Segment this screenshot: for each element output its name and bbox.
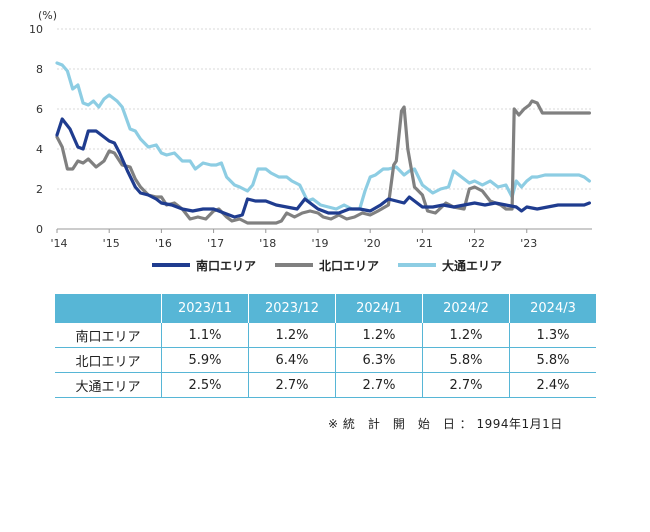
table-row: 北口エリア 5.9% 6.4% 6.3% 5.8% 5.8% bbox=[55, 347, 596, 373]
table-row-label: 大通エリア bbox=[55, 372, 162, 398]
table-cell: 6.3% bbox=[335, 347, 423, 373]
table-header-cell: 2024/3 bbox=[509, 294, 596, 323]
x-tick-label: '18 bbox=[259, 237, 276, 250]
table-cell: 1.2% bbox=[422, 323, 510, 348]
vacancy-rate-chart: 0 2 4 6 8 10 '14 '15 '16 '17 '18 '19 '20 '21 '22 '23 (… bbox=[29, 9, 592, 273]
x-tick-label: '21 bbox=[416, 237, 433, 250]
series-line bbox=[55, 61, 591, 211]
x-tick-label: '19 bbox=[311, 237, 328, 250]
table-cell: 1.2% bbox=[248, 323, 336, 348]
table-cell: 2.7% bbox=[248, 372, 336, 398]
x-tick-label: '22 bbox=[468, 237, 485, 250]
chart-grid bbox=[57, 28, 592, 230]
y-tick-label: 6 bbox=[36, 103, 43, 116]
footnote: ※ 統 計 開 始 日 ： 1994年1月1日 bbox=[328, 417, 563, 431]
table-cell: 2.7% bbox=[335, 372, 423, 398]
chart-legend: 南口エリア 北口エリア 大通エリア bbox=[152, 258, 502, 273]
table-header-cell: 2023/11 bbox=[161, 294, 249, 323]
x-tick-label: '14 bbox=[50, 237, 67, 250]
table-header-cell: 2023/12 bbox=[248, 294, 336, 323]
y-axis-unit: (%) bbox=[38, 9, 57, 22]
legend-label: 南口エリア bbox=[196, 258, 256, 273]
x-tick-label: '23 bbox=[520, 237, 537, 250]
y-tick-label: 4 bbox=[36, 143, 43, 156]
y-tick-label: 2 bbox=[36, 183, 43, 196]
x-tick-label: '16 bbox=[155, 237, 172, 250]
vacancy-table: 2023/11 2023/12 2024/1 2024/2 2024/3 南口エ… bbox=[55, 294, 596, 398]
table-cell: 5.9% bbox=[161, 347, 249, 373]
x-tick-label: '20 bbox=[364, 237, 381, 250]
table-cell: 2.4% bbox=[509, 372, 596, 398]
table-cell: 5.8% bbox=[509, 347, 596, 373]
table-row: 南口エリア 1.1% 1.2% 1.2% 1.2% 1.3% bbox=[55, 323, 596, 348]
table-cell: 5.8% bbox=[422, 347, 510, 373]
y-tick-label: 8 bbox=[36, 63, 43, 76]
table-row: 大通エリア 2.5% 2.7% 2.7% 2.7% 2.4% bbox=[55, 372, 596, 398]
table-cell: 2.7% bbox=[422, 372, 510, 398]
x-axis-ticks: '14 '15 '16 '17 '18 '19 '20 '21 '22 '23 bbox=[50, 229, 537, 250]
y-tick-label: 10 bbox=[29, 23, 43, 36]
series-line bbox=[55, 117, 591, 219]
series-line bbox=[55, 99, 591, 225]
table-header-blank bbox=[55, 294, 162, 323]
table-header-cell: 2024/2 bbox=[422, 294, 510, 323]
table-header-row: 2023/11 2023/12 2024/1 2024/2 2024/3 bbox=[55, 294, 596, 323]
legend-label: 北口エリア bbox=[319, 258, 379, 273]
legend-label: 大通エリア bbox=[442, 258, 502, 273]
x-tick-label: '17 bbox=[207, 237, 224, 250]
table-cell: 1.2% bbox=[335, 323, 423, 348]
y-axis-ticks: 0 2 4 6 8 10 bbox=[29, 23, 43, 236]
table-cell: 1.3% bbox=[509, 323, 596, 348]
chart-series bbox=[55, 61, 591, 225]
table-row-label: 南口エリア bbox=[55, 323, 162, 348]
table-cell: 6.4% bbox=[248, 347, 336, 373]
table-row-label: 北口エリア bbox=[55, 347, 162, 373]
table-cell: 2.5% bbox=[161, 372, 249, 398]
x-tick-label: '15 bbox=[103, 237, 120, 250]
table-cell: 1.1% bbox=[161, 323, 249, 348]
y-tick-label: 0 bbox=[36, 223, 43, 236]
table-header-cell: 2024/1 bbox=[335, 294, 423, 323]
